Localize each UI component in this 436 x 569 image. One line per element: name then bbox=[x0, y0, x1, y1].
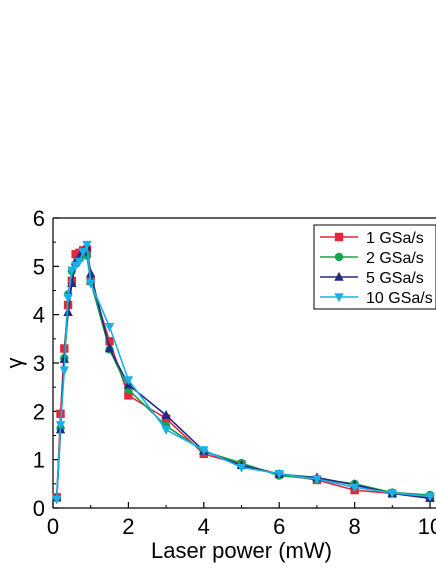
y-tick-label: 0 bbox=[33, 496, 45, 521]
data-point bbox=[124, 391, 133, 400]
y-tick-label: 5 bbox=[33, 254, 45, 279]
data-point bbox=[74, 257, 85, 267]
y-axis-label: γ bbox=[2, 358, 27, 369]
data-point bbox=[123, 376, 134, 386]
data-point bbox=[82, 240, 92, 250]
x-tick-label: 10 bbox=[418, 514, 436, 539]
series-line bbox=[55, 241, 431, 500]
data-point bbox=[236, 463, 247, 473]
data-point bbox=[199, 446, 209, 456]
legend-item: 5 GSa/s bbox=[320, 270, 424, 287]
data-point bbox=[387, 489, 397, 499]
data-point bbox=[52, 495, 62, 505]
legend-label: 1 GSa/s bbox=[366, 230, 424, 247]
data-point bbox=[161, 426, 171, 435]
data-point bbox=[349, 483, 360, 493]
data-point bbox=[161, 410, 171, 419]
x-tick-label: 0 bbox=[47, 514, 59, 539]
legend-swatch-marker bbox=[334, 252, 344, 262]
x-tick-label: 6 bbox=[273, 514, 285, 539]
x-tick-label: 4 bbox=[198, 514, 210, 539]
data-point bbox=[104, 323, 115, 332]
legend-swatch-marker bbox=[334, 271, 344, 281]
y-tick-label: 6 bbox=[33, 206, 45, 231]
series-4 bbox=[52, 240, 435, 505]
data-point bbox=[78, 248, 88, 258]
x-tick-label: 2 bbox=[122, 514, 134, 539]
y-tick-label: 4 bbox=[33, 303, 45, 328]
legend: 1 GSa/s 2 GSa/s 5 GSa/s 10 GSa/s bbox=[313, 224, 436, 310]
data-point bbox=[312, 475, 322, 485]
legend-item: 1 GSa/s bbox=[320, 230, 424, 247]
data-point bbox=[274, 469, 284, 479]
data-point bbox=[59, 366, 70, 376]
data-point bbox=[425, 492, 435, 502]
legend-swatch-marker bbox=[334, 232, 344, 242]
y-tick-label: 2 bbox=[33, 399, 45, 424]
axes: 0 2 4 6 8 10 0 1 2 3 4 5 6 bbox=[33, 206, 436, 539]
series-group bbox=[52, 240, 435, 505]
legend-label: 2 GSa/s bbox=[366, 250, 424, 267]
data-point bbox=[55, 421, 66, 431]
data-point bbox=[63, 294, 73, 303]
data-point bbox=[86, 279, 96, 289]
data-point bbox=[86, 268, 96, 278]
series-line bbox=[55, 245, 431, 500]
x-tick-label: 8 bbox=[348, 514, 360, 539]
legend-item: 2 GSa/s bbox=[320, 250, 424, 267]
x-axis-label: Laser power (mW) bbox=[151, 538, 332, 563]
legend-box bbox=[313, 224, 436, 310]
legend-item: 10 GSa/s bbox=[320, 290, 433, 307]
data-point bbox=[67, 266, 77, 276]
y-tick-label: 1 bbox=[33, 448, 45, 473]
data-point bbox=[104, 343, 115, 353]
legend-swatch-marker bbox=[334, 293, 344, 303]
y-tick-label: 3 bbox=[33, 351, 45, 376]
legend-label: 10 GSa/s bbox=[366, 290, 433, 307]
legend-label: 5 GSa/s bbox=[366, 270, 424, 287]
data-point bbox=[105, 337, 114, 346]
